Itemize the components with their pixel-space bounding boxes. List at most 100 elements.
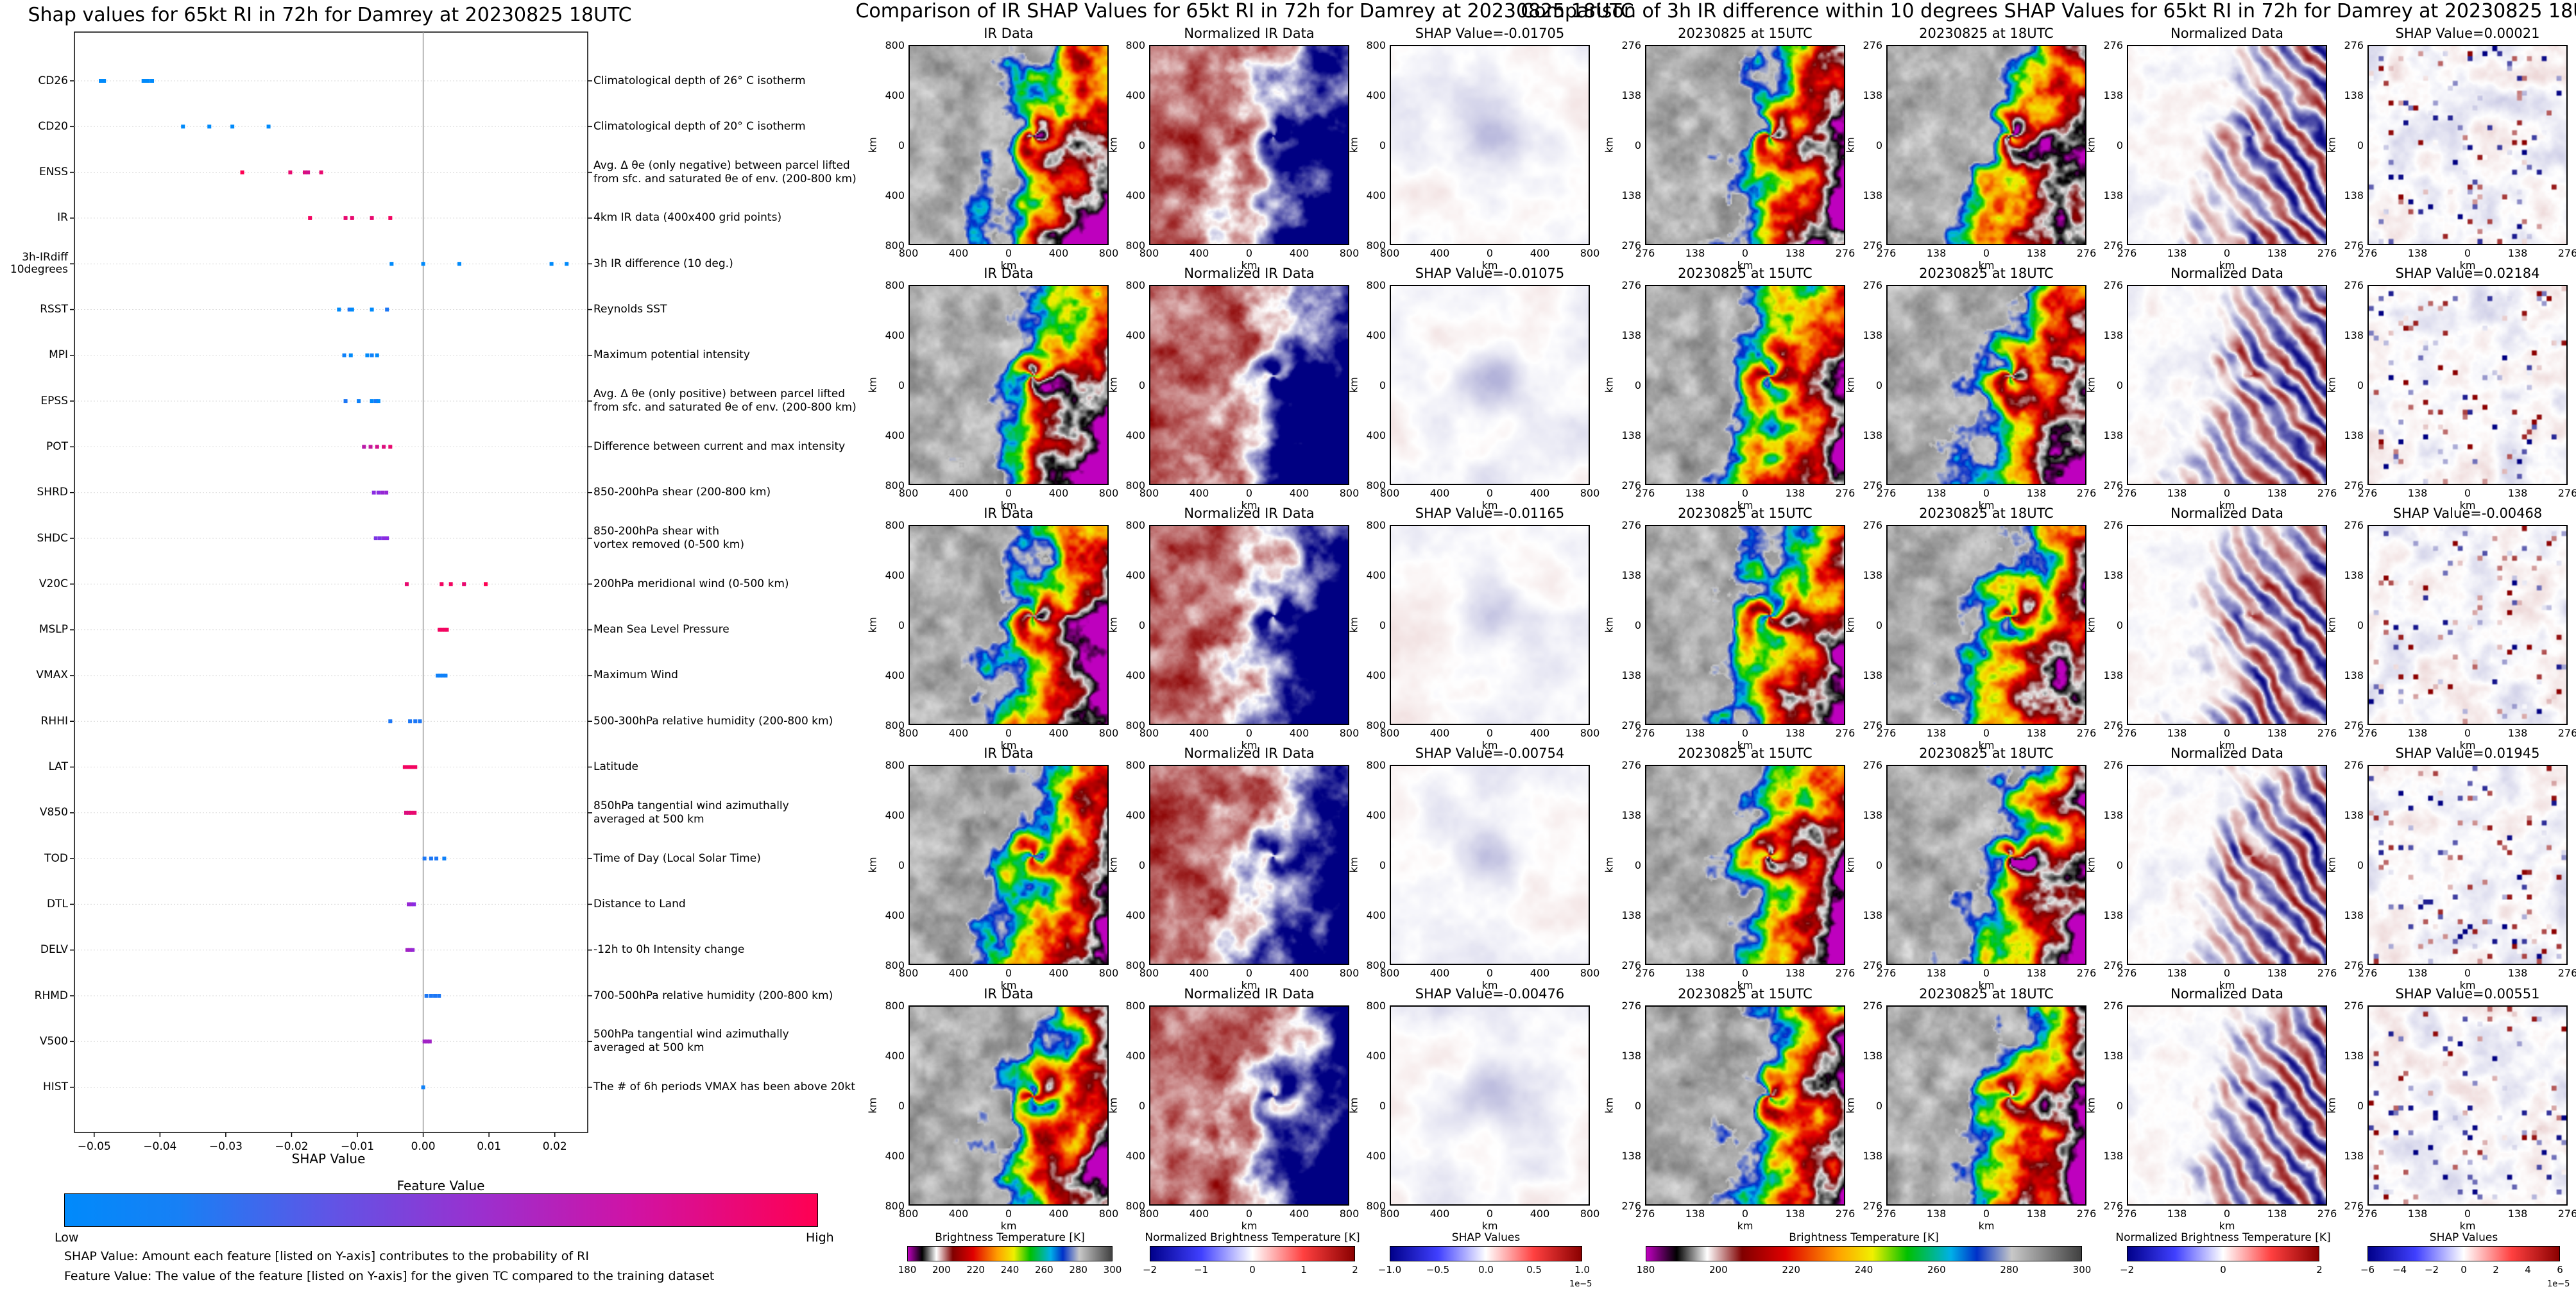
y-tick-label: 400: [1125, 669, 1145, 681]
y-axis-label: km: [2085, 137, 2097, 153]
y-tick-label: 800: [885, 519, 905, 531]
y-axis-label: km: [1844, 1097, 1857, 1114]
shap-point: [370, 353, 374, 357]
y-tick-label: 138: [1863, 569, 1882, 581]
shap-point: [388, 445, 393, 449]
y-tick-label: 0: [2116, 379, 2123, 391]
y-tick-label: 0: [2357, 619, 2364, 631]
x-tick-label: 800: [1339, 247, 1360, 259]
y-tick-label: 800: [885, 39, 905, 51]
diff-shap-panel: [2367, 285, 2568, 485]
y-tick-label: 138: [2103, 669, 2123, 681]
normalized-ir-panel: [1149, 285, 1349, 485]
shap-point: [382, 445, 386, 449]
x-tick-label: 0: [2223, 967, 2231, 979]
y-tick-label: 400: [1125, 189, 1145, 201]
x-tick-label: 138: [2407, 247, 2428, 259]
x-tick-label: 276: [2076, 1208, 2097, 1220]
feature-name-label: DELV: [40, 943, 68, 957]
feature-description-label: Reynolds SST: [593, 303, 667, 316]
x-tick-label: 138: [2407, 487, 2428, 499]
x-tick-label: 138: [1785, 1208, 1805, 1220]
x-tick-label: 400: [1189, 247, 1209, 259]
feature-description-label: Mean Sea Level Pressure: [593, 623, 729, 636]
panel-title: SHAP Value=-0.01075: [1415, 266, 1565, 281]
diff-bt-colorbar-tick: 240: [1854, 1264, 1873, 1276]
y-tick-label: 0: [1875, 859, 1882, 871]
panel-title: SHAP Value=0.00021: [2395, 26, 2540, 41]
y-tick-label: 138: [2344, 909, 2364, 921]
feature-description-label: Time of Day (Local Solar Time): [593, 851, 761, 865]
y-tick-label: 276: [1621, 1200, 1641, 1212]
diff-shap-panel: [2367, 765, 2568, 965]
ir-bt-colorbar: [907, 1246, 1113, 1261]
panel-image: [2369, 1007, 2566, 1204]
x-axis-label: km: [1000, 1220, 1017, 1232]
y-tick-label: 276: [1863, 1000, 1882, 1012]
diff-18utc-panel: [1886, 285, 2086, 485]
shap-point: [388, 216, 393, 220]
feature-name-label: HIST: [43, 1080, 68, 1094]
y-tick-label: 138: [1863, 909, 1882, 921]
x-tick-label: 0: [2223, 487, 2231, 499]
diff-shap-colorbar-exponent: 1e−5: [2547, 1279, 2570, 1289]
normalized-ir-panel: [1149, 525, 1349, 725]
y-tick-label: 400: [1125, 429, 1145, 441]
panel-image: [1646, 46, 1844, 244]
shap-point: [302, 170, 307, 175]
x-tick-label: 138: [1926, 487, 1947, 499]
panel-image: [1888, 766, 2085, 964]
feature-name-label: VMAX: [36, 669, 68, 682]
ir-norm-colorbar-tick: 1: [1301, 1264, 1307, 1276]
shap-point: [565, 262, 569, 266]
shap-point: [376, 490, 380, 495]
y-tick-label: 0: [1875, 619, 1882, 631]
ir-shap-panel: [1390, 765, 1590, 965]
x-axis-label: km: [1737, 499, 1753, 511]
diff-norm-colorbar-tick: 2: [2316, 1264, 2323, 1276]
y-tick-label: 0: [2357, 139, 2364, 151]
panel-title: IR Data: [984, 746, 1034, 761]
y-tick-label: 800: [1366, 39, 1386, 51]
panel-title: IR Data: [984, 506, 1034, 521]
y-tick-label: 0: [898, 859, 905, 871]
y-tick-label: 276: [2103, 1000, 2123, 1012]
feature-name-label: RSST: [40, 303, 68, 316]
panel-image: [2128, 1007, 2326, 1204]
diff-15utc-panel: [1645, 525, 1845, 725]
feature-name-label: IR: [57, 211, 68, 225]
feature-description-label: 3h IR difference (10 deg.): [593, 257, 733, 270]
y-tick-label: 400: [885, 1050, 905, 1062]
ir-bt-colorbar-tick: 280: [1069, 1264, 1088, 1276]
panel-title: SHAP Value=-0.00476: [1415, 986, 1565, 1002]
y-tick-label: 276: [2344, 39, 2364, 51]
x-axis-label: km: [1737, 1220, 1753, 1232]
shap-point: [348, 353, 353, 357]
x-tick-label: 0: [1741, 487, 1749, 499]
x-tick-label: 0: [1983, 247, 1990, 259]
y-axis-label: km: [2325, 1097, 2338, 1114]
y-tick-label: 138: [2103, 809, 2123, 821]
panel-title: 20230825 at 18UTC: [1919, 26, 2054, 41]
y-tick-label: 800: [885, 1000, 905, 1012]
x-tick-label: 800: [1339, 727, 1360, 739]
y-tick-label: 276: [2344, 479, 2364, 491]
panel-image: [1888, 46, 2085, 244]
shap-point: [99, 79, 103, 83]
shap-point: [384, 490, 389, 495]
x-tick-label: 138: [1926, 1208, 1947, 1220]
ir-data-panel: [908, 1005, 1109, 1206]
x-tick-label: 400: [1289, 487, 1309, 499]
x-tick-label: 800: [898, 487, 919, 499]
x-tick-label: 800: [898, 1208, 919, 1220]
x-tick-label: 800: [1139, 247, 1159, 259]
y-tick-label: 400: [1366, 809, 1386, 821]
y-tick-label: 276: [1621, 479, 1641, 491]
normalized-ir-panel: [1149, 45, 1349, 245]
x-tick-label: 800: [1379, 727, 1400, 739]
x-tick-label: 800: [898, 247, 919, 259]
panel-image: [2369, 286, 2566, 484]
shap-point: [376, 399, 380, 404]
y-tick-label: 400: [885, 909, 905, 921]
y-tick-label: 400: [1366, 329, 1386, 341]
